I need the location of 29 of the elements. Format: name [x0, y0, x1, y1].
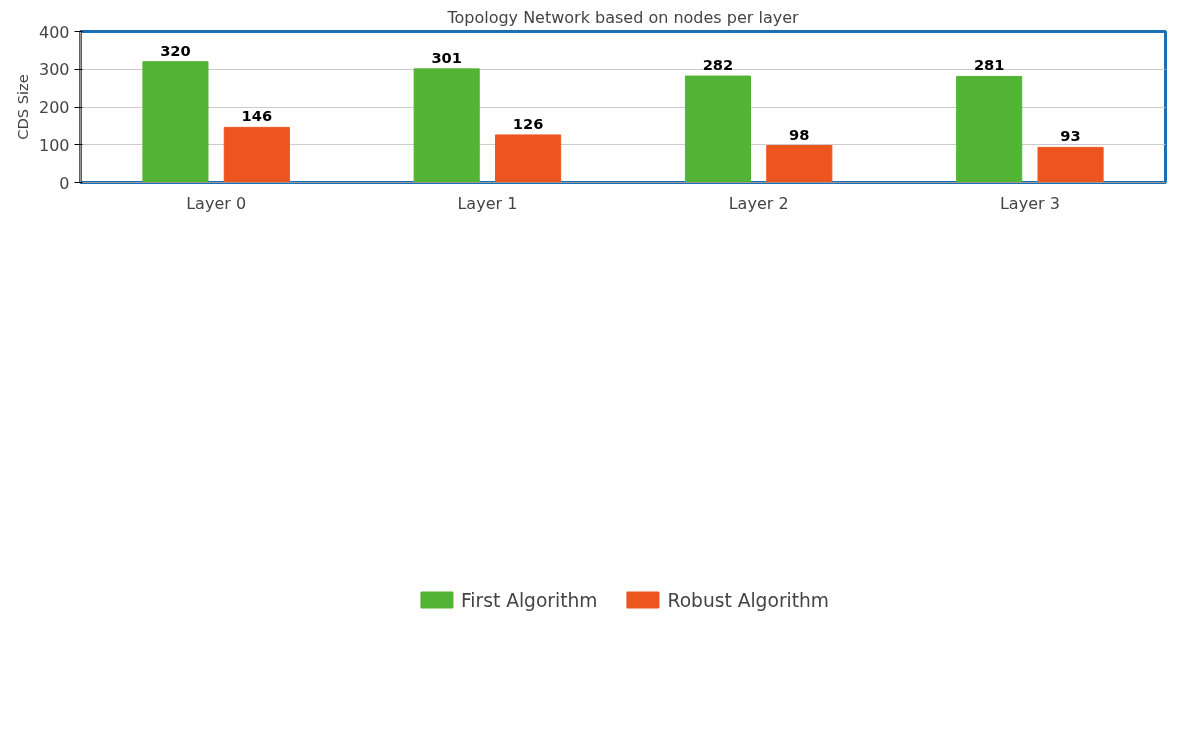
x-tick-label: Layer 0: [186, 193, 247, 213]
data-label: 93: [1060, 127, 1081, 145]
y-tick-label: 300: [38, 60, 70, 80]
bar: [142, 61, 209, 183]
y-axis-title: CDS Size: [13, 74, 31, 140]
chart-title: Topology Network based on nodes per layer: [446, 7, 800, 27]
bar: [766, 145, 833, 183]
bar: [684, 75, 751, 183]
data-label: 146: [241, 107, 273, 125]
bar: [495, 134, 562, 183]
bar: [1037, 146, 1104, 183]
y-tick-label: 200: [38, 98, 70, 117]
data-label: 301: [431, 48, 462, 66]
data-label: 126: [512, 114, 544, 132]
legend-label: Robust Algorithm: [667, 589, 830, 611]
x-tick-label: Layer 1: [457, 193, 518, 213]
bar: [956, 75, 1023, 183]
data-label: 98: [789, 125, 810, 143]
bar: [413, 68, 480, 183]
data-label: 282: [702, 56, 734, 74]
legend-label: First Algorithm: [460, 589, 598, 611]
y-tick-label: 400: [38, 22, 70, 42]
data-label: 320: [160, 41, 191, 59]
y-tick-label: 0: [59, 173, 70, 193]
bar: [223, 126, 290, 183]
y-tick-label: 100: [38, 135, 70, 155]
data-label: 281: [973, 56, 1005, 74]
x-tick-label: Layer 3: [999, 193, 1060, 213]
x-tick-label: Layer 2: [728, 193, 789, 213]
